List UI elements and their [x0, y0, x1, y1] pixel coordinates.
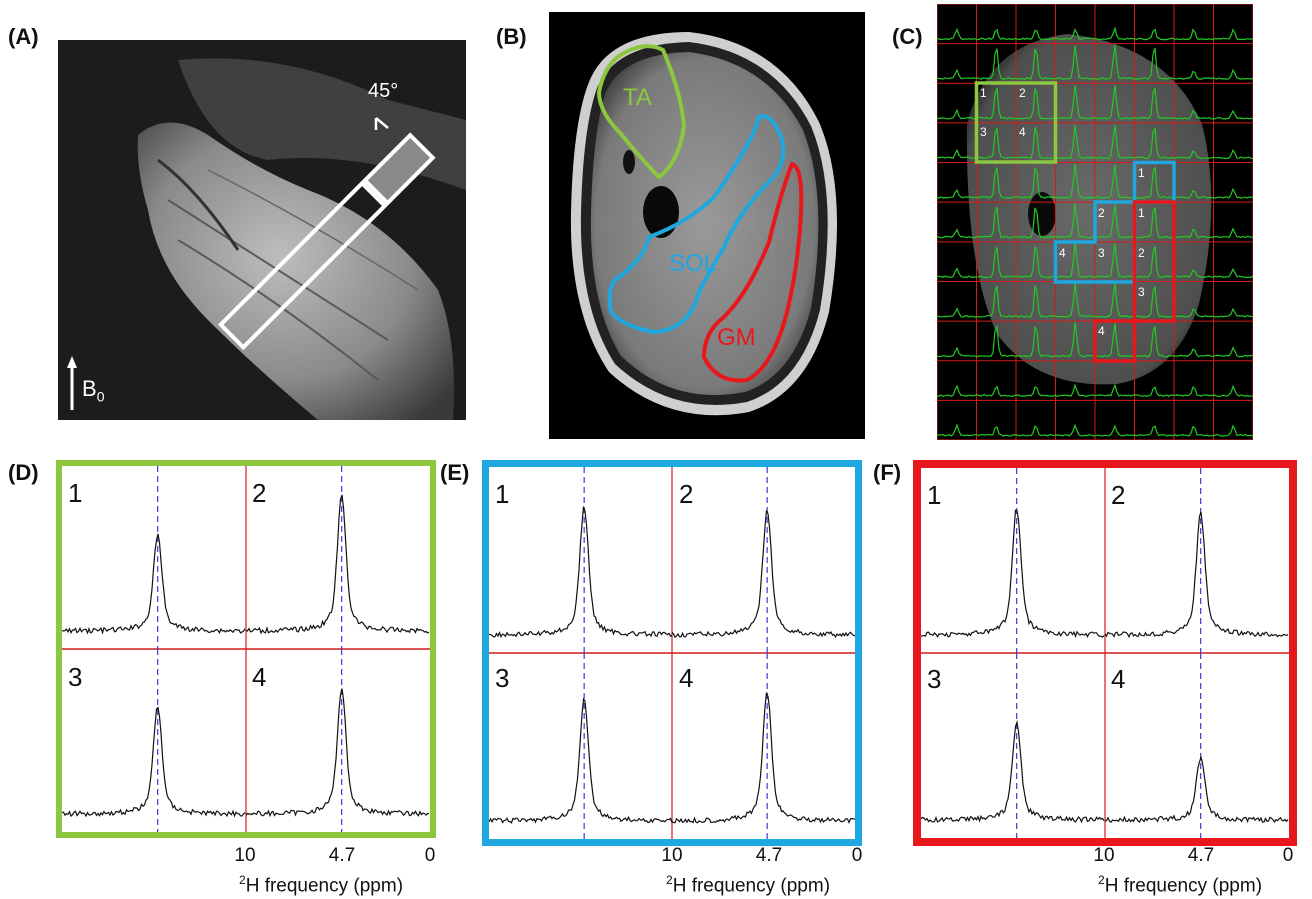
csi-blue-voxel-3: 3 — [1098, 246, 1105, 260]
roi-gm-label: GM — [717, 324, 756, 351]
cell-num-f-2: 2 — [1111, 480, 1126, 510]
csi-blue-roi — [1053, 160, 1176, 284]
axis-d-tick-0: 0 — [424, 845, 436, 866]
csi-red-voxel-2: 2 — [1138, 246, 1145, 260]
cell-num-f-3: 3 — [927, 664, 942, 694]
csi-blue-voxel-2: 2 — [1098, 206, 1105, 220]
sagittal-leg-image — [58, 40, 466, 420]
b0-label: B0 — [82, 376, 105, 405]
axis-f-tick-10: 10 — [1093, 845, 1115, 866]
panel-label-d: (D) — [8, 460, 39, 485]
axis-d-tick-4.7: 4.7 — [328, 845, 356, 866]
panel-e-spectra: 1 2 3 4 — [482, 460, 862, 846]
spectrum-e-3 — [489, 697, 673, 824]
cell-num-e-4: 4 — [679, 663, 694, 693]
csi-spectrum-row — [937, 26, 1253, 41]
spectrum-e-2 — [671, 510, 855, 639]
panel-label-a: (A) — [8, 24, 39, 49]
panel-f-spectra: 1 2 3 4 — [913, 460, 1297, 846]
csi-red-voxel-3: 3 — [1138, 285, 1145, 299]
axis-f-tick-4.7: 4.7 — [1187, 845, 1215, 866]
panel-b-mri-image: TA SOL GM — [549, 12, 865, 439]
axis-f-tick-0: 0 — [1282, 845, 1294, 866]
csi-green-voxel-4: 4 — [1019, 125, 1026, 139]
spectrum-f-3 — [921, 719, 1105, 824]
csi-blue-voxel-4: 4 — [1059, 246, 1066, 260]
cell-num-d-3: 3 — [68, 662, 83, 692]
csi-spectrum-row — [937, 163, 1253, 199]
panel-label-c: (C) — [892, 24, 923, 49]
csi-blue-voxel-1: 1 — [1138, 166, 1145, 180]
axis-d-tick-10: 10 — [234, 845, 256, 866]
spectrum-e-4 — [671, 692, 855, 825]
spectrum-d-4 — [245, 688, 430, 818]
roi-ta-outline — [596, 44, 687, 180]
panel-d-spectra: 1 2 3 4 — [56, 460, 436, 838]
axis-e-tick-10: 10 — [661, 845, 683, 866]
panel-c-csi-grid: 1 2 3 4 1 2 3 4 1 2 3 4 — [937, 4, 1253, 440]
csi-spectrum-row — [937, 124, 1253, 160]
spectrum-d-2 — [245, 494, 430, 635]
axial-leg-image — [549, 12, 865, 439]
panel-label-b: (B) — [496, 24, 527, 49]
spectrum-d-1 — [62, 533, 246, 635]
csi-spectrum-row — [937, 283, 1253, 318]
csi-red-voxel-1: 1 — [1138, 206, 1145, 220]
csi-green-roi — [974, 81, 1058, 164]
cell-num-e-3: 3 — [495, 663, 510, 693]
roi-ta-label: TA — [623, 84, 652, 111]
csi-red-voxel-4: 4 — [1098, 324, 1105, 338]
spectrum-f-4 — [1104, 755, 1289, 824]
spectra-f-plot — [921, 468, 1289, 838]
angle-label: 45° — [368, 80, 399, 102]
roi-sol-outline — [607, 114, 786, 335]
axis-f-label: 2H frequency (ppm) — [1098, 873, 1263, 897]
spectrum-f-1 — [921, 509, 1105, 639]
csi-spectrum-row — [937, 44, 1253, 80]
csi-spectrum-row — [937, 383, 1253, 398]
cell-num-e-2: 2 — [679, 479, 694, 509]
cell-num-d-4: 4 — [252, 662, 267, 692]
spectrum-d-3 — [62, 706, 246, 818]
spectrum-f-2 — [1104, 511, 1289, 639]
csi-spectrum-row — [937, 84, 1253, 120]
csi-spectrum-row — [937, 423, 1253, 437]
axis-d-label: 2H frequency (ppm) — [239, 873, 404, 897]
spectra-e-plot — [489, 467, 855, 839]
cell-num-e-1: 1 — [495, 479, 510, 509]
panel-label-f: (F) — [873, 460, 902, 485]
spectrum-e-1 — [489, 506, 673, 638]
csi-green-voxel-3: 3 — [980, 125, 987, 139]
csi-spectrum-row — [937, 242, 1253, 279]
cell-num-f-4: 4 — [1111, 664, 1126, 694]
axis-e-tick-4.7: 4.7 — [755, 845, 783, 866]
roi-sol-label: SOL — [669, 250, 718, 277]
csi-red-roi — [1093, 200, 1176, 363]
cell-num-d-1: 1 — [68, 478, 83, 508]
panel-a-mri-image: 45° B0 — [58, 40, 466, 420]
csi-spectra-grid — [937, 4, 1253, 440]
csi-green-voxel-1: 1 — [980, 86, 987, 100]
spectra-d-plot — [62, 466, 430, 832]
csi-green-voxel-2: 2 — [1019, 86, 1026, 100]
axis-e-tick-0: 0 — [851, 845, 863, 866]
cell-num-f-1: 1 — [927, 480, 942, 510]
roi-gm-outline — [701, 161, 804, 383]
panel-label-e: (E) — [440, 460, 470, 485]
cell-num-d-2: 2 — [252, 478, 267, 508]
axis-e-label: 2H frequency (ppm) — [666, 873, 831, 897]
